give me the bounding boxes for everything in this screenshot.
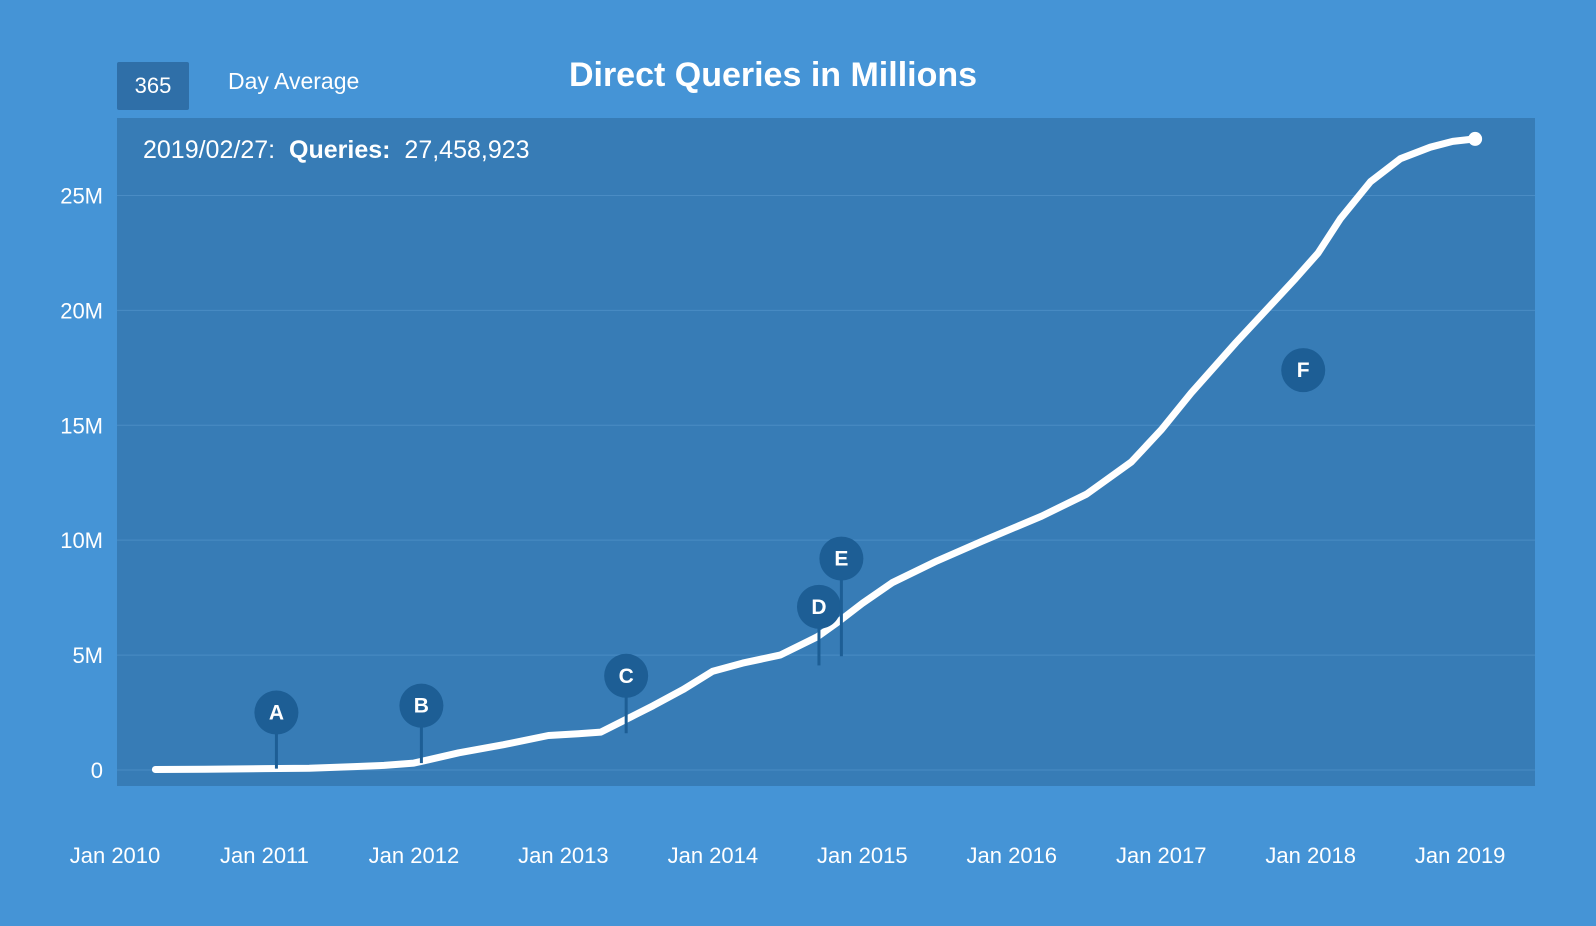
plot-area[interactable] — [117, 118, 1535, 786]
x-tick-label: Jan 2012 — [369, 843, 460, 868]
y-tick-label: 0 — [91, 758, 103, 783]
series-end-point[interactable] — [1468, 131, 1483, 146]
y-axis: 0 5M 10M 15M 20M 25M — [60, 183, 103, 783]
value-readout: 2019/02/27: Queries: 27,458,923 — [143, 136, 530, 164]
y-tick-label: 20M — [60, 298, 103, 323]
annotation-circle[interactable] — [399, 683, 444, 728]
period-value: 365 — [134, 73, 172, 98]
x-tick-label: Jan 2019 — [1415, 843, 1506, 868]
annotation-label: B — [414, 695, 429, 718]
x-tick-label: Jan 2015 — [817, 843, 908, 868]
annotations: A B C D E F — [254, 348, 1326, 769]
x-tick-label: Jan 2016 — [967, 843, 1058, 868]
annotation-circle[interactable] — [796, 584, 841, 629]
period-label: Day Average — [228, 68, 360, 94]
x-tick-label: Jan 2017 — [1116, 843, 1207, 868]
y-tick-label: 10M — [60, 528, 103, 553]
annotation-marker-f[interactable]: F — [1281, 348, 1326, 393]
readout-value: 27,458,923 — [404, 136, 529, 164]
readout-label: Queries: — [289, 136, 390, 164]
y-tick-label: 25M — [60, 183, 103, 208]
annotation-circle[interactable] — [819, 536, 864, 581]
annotation-label: E — [834, 548, 848, 571]
y-tick-label: 15M — [60, 413, 103, 438]
period-selector[interactable]: 365 — [117, 62, 189, 110]
annotation-circle[interactable] — [254, 690, 299, 735]
x-tick-label: Jan 2010 — [70, 843, 161, 868]
grid — [117, 194, 1535, 771]
x-tick-label: Jan 2014 — [668, 843, 759, 868]
y-tick-label: 5M — [72, 643, 103, 668]
annotation-marker-b[interactable]: B — [399, 683, 444, 764]
annotation-label: A — [269, 702, 284, 725]
annotation-marker-d[interactable]: D — [796, 584, 841, 666]
x-tick-label: Jan 2011 — [220, 843, 309, 868]
x-tick-label: Jan 2013 — [518, 843, 609, 868]
readout-date: 2019/02/27: — [143, 136, 275, 164]
annotation-label: F — [1297, 359, 1310, 382]
annotation-circle[interactable] — [1281, 348, 1326, 393]
x-tick-label: Jan 2018 — [1265, 843, 1356, 868]
annotation-marker-a[interactable]: A — [254, 690, 299, 769]
chart-title: Direct Queries in Millions — [568, 56, 978, 94]
annotation-marker-c[interactable]: C — [604, 653, 649, 734]
annotation-label: C — [619, 665, 634, 688]
annotation-marker-e[interactable]: E — [819, 536, 864, 657]
x-axis: Jan 2010 Jan 2011 Jan 2012 Jan 2013 Jan 2014… — [70, 843, 1506, 868]
annotation-label: D — [811, 596, 826, 619]
annotation-circle[interactable] — [604, 653, 649, 698]
